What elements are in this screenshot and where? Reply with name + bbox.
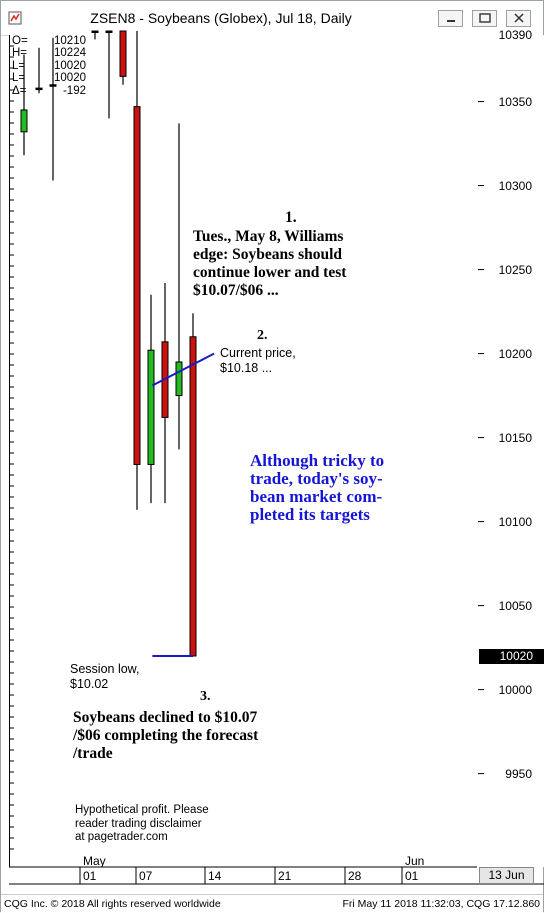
minimize-button[interactable] (438, 10, 463, 27)
copyright-text: CQG Inc. © 2018 All rights reserved worl… (4, 898, 221, 910)
chart-plot-area[interactable] (9, 35, 479, 867)
price-tick-label: 10300 (498, 178, 532, 193)
annotation-line: $10.18 ... (220, 361, 273, 375)
candle-body (175, 361, 183, 397)
candle-body (20, 109, 28, 133)
ohlc-key: O= (12, 35, 28, 47)
ohlc-key: Δ= (12, 84, 27, 97)
annotation-line: edge: Soybeans should (193, 246, 343, 263)
annotation-line: /$06 completing the forecast (73, 727, 259, 744)
ohlc-readout: O= 10210 H= 10224 L= 10020 L= 10020 Δ= -192 (12, 35, 86, 97)
price-tick-label: 10000 (498, 682, 532, 697)
annotation-line: continue lower and test (193, 264, 347, 281)
candle-body (147, 349, 155, 465)
maximize-button[interactable] (472, 10, 497, 27)
ohlc-value: 10020 (54, 72, 86, 85)
candle-body (91, 30, 99, 33)
disclaimer-text: Hypothetical profit. Please reader tradin… (75, 804, 209, 845)
ohlc-key: L= (12, 72, 26, 85)
candle-body (189, 336, 197, 657)
annotation-line: Session low, (70, 662, 140, 676)
month-label: Jun (405, 854, 425, 868)
price-tick-label: 10250 (498, 262, 532, 277)
app-icon (8, 11, 22, 25)
annotation-targets-text: Although tricky to trade, today's soy-bea… (250, 452, 384, 524)
annotation-line: Tues., May 8, Williams (193, 228, 344, 245)
price-tick-label: 10350 (498, 94, 532, 109)
minimize-icon (446, 10, 456, 28)
annotation-line: trade, today's soy- (250, 469, 383, 488)
price-axis[interactable]: 10390 9950 10000 10050 10100 10150 10200 10250 1… (478, 28, 544, 867)
annotation-2-number: 2. (257, 328, 268, 343)
annotation-session-low: Session low, $10.02 (70, 662, 139, 692)
candle-body (35, 87, 43, 91)
annotation-line: /trade (73, 745, 113, 762)
day-tick-label: 01 (405, 869, 419, 883)
annotation-1-text: Tues., May 8, Williams edge: Soybeans sho… (193, 228, 346, 300)
ohlc-row: L= 10020 (12, 72, 86, 84)
close-icon (513, 10, 524, 28)
window-title: ZSEN8 - Soybeans (Globex), Jul 18, Daily (90, 10, 352, 26)
ohlc-row: O= 10210 (12, 35, 86, 47)
maximize-icon (478, 10, 491, 28)
ohlc-value: 10020 (54, 59, 86, 72)
annotation-line: $10.07/$06 ... (193, 282, 279, 299)
day-tick-label: 01 (83, 869, 97, 883)
annotation-line: pleted its targets (250, 505, 370, 524)
day-tick-label: 14 (208, 869, 222, 883)
close-button[interactable] (506, 10, 531, 27)
annotation-2-text: Current price, $10.18 ... (220, 346, 296, 376)
candle-body (105, 30, 113, 33)
candle-body (133, 106, 141, 465)
day-tick-label: 07 (139, 869, 153, 883)
status-bar: CQG Inc. © 2018 All rights reserved worl… (1, 894, 543, 913)
price-tick-label: 10390 (498, 28, 532, 42)
annotation-1-number: 1. (285, 209, 297, 226)
annotation-line: reader trading disclaimer (75, 817, 202, 830)
annotation-line: bean market com- (250, 487, 383, 506)
price-tick-label: 9950 (505, 766, 532, 781)
annotation-line: Current price, (220, 346, 296, 360)
ohlc-value: 10224 (54, 47, 86, 60)
title-bar: ZSEN8 - Soybeans (Globex), Jul 18, Daily (1, 1, 543, 36)
candle-body (119, 30, 127, 77)
day-tick-label: 28 (348, 869, 362, 883)
annotation-3-text: Soybeans declined to $10.07/$06 completi… (73, 709, 258, 763)
ohlc-key: L= (12, 59, 26, 72)
date-axis[interactable]: May Jun 01 07 14 21 28 01 (9, 852, 477, 884)
ohlc-row: H= 10224 (12, 47, 86, 59)
date-range-button[interactable]: 13 Jun (479, 867, 534, 884)
candle-body (49, 84, 57, 87)
month-label: May (83, 854, 106, 868)
annotation-line: Hypothetical profit. Please (75, 804, 209, 816)
annotation-line: Although tricky to (250, 451, 385, 470)
current-price-line (151, 352, 215, 387)
price-tick-label: 10050 (498, 598, 532, 613)
ohlc-value: 10210 (54, 35, 86, 47)
annotation-line: $10.02 (70, 677, 109, 691)
ohlc-value: -192 (62, 84, 86, 97)
annotation-line: at pagetrader.com (75, 831, 168, 843)
ohlc-row: L= 10020 (12, 60, 86, 72)
current-price-marker: 10020 (479, 648, 544, 664)
timestamp-text: Fri May 11 2018 11:32:03, CQG 17.12.860 (342, 898, 540, 910)
day-tick-label: 21 (278, 869, 292, 883)
price-tick-label: 10150 (498, 430, 532, 445)
annotation-3-number: 3. (200, 689, 211, 704)
price-tick-label: 10200 (498, 346, 532, 361)
ohlc-row: Δ= -192 (12, 85, 86, 97)
annotation-line: Soybeans declined to $10.07 (73, 709, 258, 726)
price-tick-label: 10100 (498, 514, 532, 529)
ohlc-key: H= (12, 47, 28, 60)
